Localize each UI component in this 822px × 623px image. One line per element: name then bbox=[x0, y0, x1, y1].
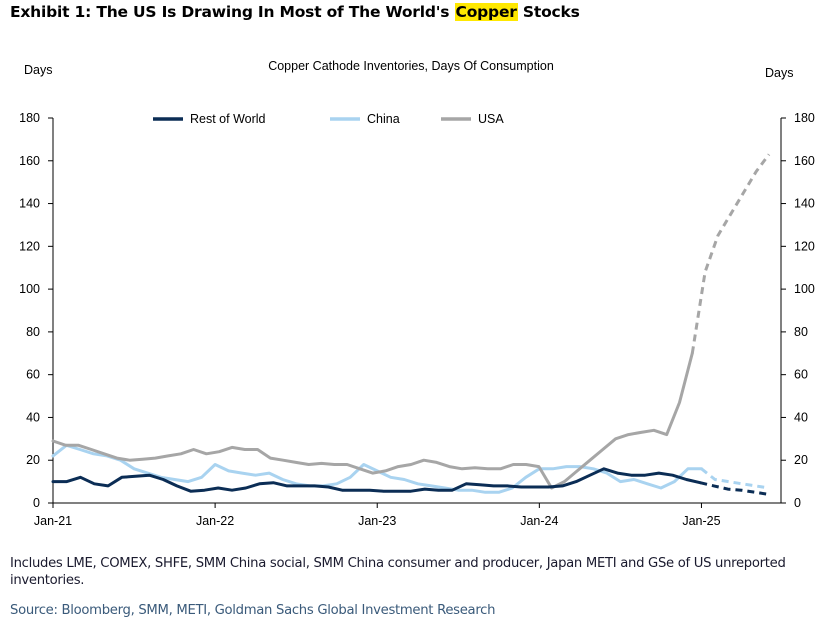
y-tick-label-left: 80 bbox=[26, 325, 40, 339]
y-tick-label-right: 60 bbox=[794, 368, 808, 382]
footnote: Includes LME, COMEX, SHFE, SMM China soc… bbox=[10, 556, 786, 588]
y-tick-label-right: 40 bbox=[794, 410, 808, 424]
y-tick-label-right: 0 bbox=[794, 496, 801, 510]
y-tick-label-right: 140 bbox=[794, 197, 815, 211]
series-line-usa bbox=[51, 351, 694, 490]
x-tick-label: Jan-23 bbox=[358, 514, 396, 528]
series-forecast-china bbox=[700, 467, 770, 490]
legend-label-china: China bbox=[367, 112, 400, 126]
line-chart: 0 0 20 20 40 40 60 60 80 80 100 100 120 120 140 140 160 1… bbox=[19, 111, 815, 528]
source-note: Source: Bloomberg, SMM, METI, Goldman Sa… bbox=[10, 603, 496, 618]
y-tick-label-left: 20 bbox=[26, 453, 40, 467]
y-tick-label-right: 80 bbox=[794, 325, 808, 339]
y-tick-label-right: 180 bbox=[794, 111, 815, 125]
exhibit-title-prefix: Exhibit 1: The US Is Drawing In Most of … bbox=[10, 3, 455, 21]
series-forecast-rest-of-world bbox=[699, 481, 770, 496]
exhibit-title-highlight: Copper bbox=[454, 3, 518, 21]
y-tick-label-right: 100 bbox=[794, 282, 815, 296]
x-tick-label: Jan-25 bbox=[682, 514, 720, 528]
legend-label-usa: USA bbox=[478, 112, 504, 126]
x-tick-label: Jan-24 bbox=[520, 514, 558, 528]
y-tick-label-left: 140 bbox=[19, 197, 40, 211]
y-tick-label-left: 160 bbox=[19, 154, 40, 168]
y-tick-label-left: 100 bbox=[19, 282, 40, 296]
y-tick-label-left: 60 bbox=[26, 368, 40, 382]
exhibit-title: Exhibit 1: The US Is Drawing In Most of … bbox=[10, 3, 580, 21]
y-axis-label-left: Days bbox=[24, 63, 53, 77]
y-tick-label-left: 0 bbox=[33, 496, 40, 510]
series-line-rest-of-world bbox=[51, 467, 702, 493]
x-tick-label: Jan-21 bbox=[34, 514, 72, 528]
y-tick-label-right: 20 bbox=[794, 453, 808, 467]
y-axis-label-right: Days bbox=[765, 66, 794, 80]
y-tick-label-left: 180 bbox=[19, 111, 40, 125]
y-tick-label-right: 160 bbox=[794, 154, 815, 168]
x-tick-label: Jan-22 bbox=[196, 514, 234, 528]
exhibit-title-suffix: Stocks bbox=[517, 3, 580, 21]
y-tick-label-left: 40 bbox=[26, 410, 40, 424]
legend-label-rest-of-world: Rest of World bbox=[190, 112, 266, 126]
series-forecast-usa bbox=[690, 153, 771, 354]
y-tick-label-left: 120 bbox=[19, 239, 40, 253]
chart-title: Copper Cathode Inventories, Days Of Cons… bbox=[268, 59, 554, 73]
y-tick-label-right: 120 bbox=[794, 239, 815, 253]
